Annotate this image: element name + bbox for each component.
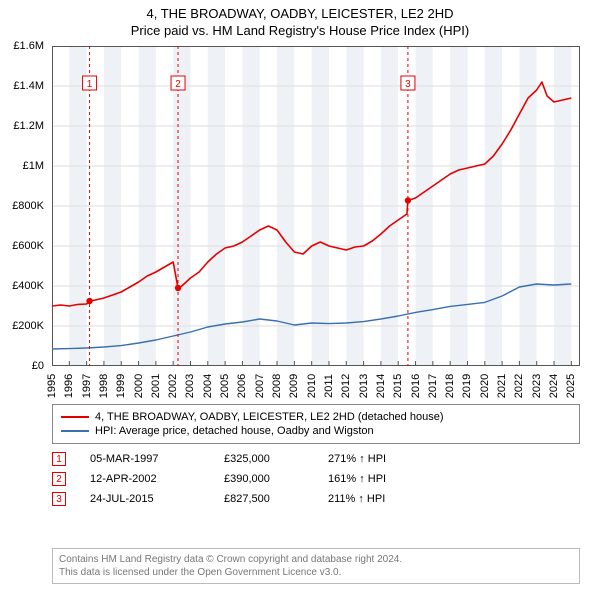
event-row: 1 05-MAR-1997 £325,000 271% ↑ HPI xyxy=(52,452,580,466)
y-tick-label: £1.4M xyxy=(13,80,44,92)
x-tick-label: 2002 xyxy=(167,374,179,398)
x-tick-label: 2013 xyxy=(358,374,370,398)
sale-events: 1 05-MAR-1997 £325,000 271% ↑ HPI 2 12-APR-20… xyxy=(52,446,580,512)
x-tick-label: 2004 xyxy=(202,374,214,398)
event-delta: 271% ↑ HPI xyxy=(328,453,386,465)
legend-label-property: 4, THE BROADWAY, OADBY, LEICESTER, LE2 2… xyxy=(95,411,443,423)
x-tick-label: 1998 xyxy=(98,374,110,398)
x-tick-label: 2003 xyxy=(184,374,196,398)
x-tick-label: 2009 xyxy=(288,374,300,398)
event-price: £390,000 xyxy=(224,473,304,485)
y-tick-label: £200K xyxy=(12,320,44,332)
title-subtitle: Price paid vs. HM Land Registry's House … xyxy=(0,23,600,38)
y-tick-label: £400K xyxy=(12,280,44,292)
x-tick-label: 2010 xyxy=(306,374,318,398)
footnote-line2: This data is licensed under the Open Gov… xyxy=(59,566,573,579)
legend-swatch-hpi xyxy=(61,430,89,432)
y-tick-label: £1.2M xyxy=(13,120,44,132)
chart-plot: 1 2 3 xyxy=(52,46,580,366)
x-tick-label: 2025 xyxy=(565,374,577,398)
x-tick-label: 1999 xyxy=(115,374,127,398)
x-tick-label: 2006 xyxy=(236,374,248,398)
x-tick-label: 2021 xyxy=(496,374,508,398)
x-tick-label: 2017 xyxy=(427,374,439,398)
x-tick-label: 2015 xyxy=(392,374,404,398)
x-tick-label: 2018 xyxy=(444,374,456,398)
x-tick-label: 2008 xyxy=(271,374,283,398)
title-block: 4, THE BROADWAY, OADBY, LEICESTER, LE2 2… xyxy=(0,0,600,38)
legend-swatch-property xyxy=(61,416,89,418)
svg-text:2: 2 xyxy=(175,79,181,90)
event-marker: 1 xyxy=(52,452,66,466)
x-tick-label: 1997 xyxy=(81,374,93,398)
y-tick-label: £0 xyxy=(32,360,44,372)
x-tick-label: 2022 xyxy=(513,374,525,398)
x-tick-label: 2011 xyxy=(323,374,335,398)
x-tick-label: 2020 xyxy=(479,374,491,398)
event-delta: 161% ↑ HPI xyxy=(328,473,386,485)
x-tick-label: 2001 xyxy=(150,374,162,398)
title-address: 4, THE BROADWAY, OADBY, LEICESTER, LE2 2… xyxy=(0,6,600,21)
x-tick-label: 2012 xyxy=(340,374,352,398)
event-date: 05-MAR-1997 xyxy=(90,453,200,465)
event-date: 24-JUL-2015 xyxy=(90,493,200,505)
event-marker: 3 xyxy=(52,492,66,506)
event-row: 2 12-APR-2002 £390,000 161% ↑ HPI xyxy=(52,472,580,486)
footnote-line1: Contains HM Land Registry data © Crown c… xyxy=(59,553,573,566)
y-axis: £0£200K£400K£600K£800K£1M£1.2M£1.4M£1.6M xyxy=(0,46,48,366)
x-tick-label: 2016 xyxy=(410,374,422,398)
event-date: 12-APR-2002 xyxy=(90,473,200,485)
x-tick-label: 1995 xyxy=(46,374,58,398)
event-price: £827,500 xyxy=(224,493,304,505)
svg-text:1: 1 xyxy=(87,79,93,90)
svg-text:3: 3 xyxy=(405,79,411,90)
x-tick-label: 2019 xyxy=(461,374,473,398)
chart-container: 4, THE BROADWAY, OADBY, LEICESTER, LE2 2… xyxy=(0,0,600,590)
y-tick-label: £1M xyxy=(23,160,44,172)
x-tick-label: 2005 xyxy=(219,374,231,398)
x-tick-label: 2000 xyxy=(133,374,145,398)
footnote: Contains HM Land Registry data © Crown c… xyxy=(52,548,580,584)
y-tick-label: £1.6M xyxy=(13,40,44,52)
x-tick-label: 2007 xyxy=(254,374,266,398)
event-delta: 211% ↑ HPI xyxy=(328,493,385,505)
y-tick-label: £600K xyxy=(12,240,44,252)
x-tick-label: 1996 xyxy=(63,374,75,398)
x-tick-label: 2014 xyxy=(375,374,387,398)
x-tick-label: 2024 xyxy=(548,374,560,398)
x-tick-label: 2023 xyxy=(531,374,543,398)
legend-row-hpi: HPI: Average price, detached house, Oadb… xyxy=(61,425,571,437)
legend-row-property: 4, THE BROADWAY, OADBY, LEICESTER, LE2 2… xyxy=(61,411,571,423)
event-price: £325,000 xyxy=(224,453,304,465)
legend: 4, THE BROADWAY, OADBY, LEICESTER, LE2 2… xyxy=(52,404,580,444)
event-marker: 2 xyxy=(52,472,66,486)
y-tick-label: £800K xyxy=(12,200,44,212)
x-axis: 1995199619971998199920002001200220032004… xyxy=(52,368,580,402)
chart-svg: 1 2 3 xyxy=(52,46,580,366)
event-row: 3 24-JUL-2015 £827,500 211% ↑ HPI xyxy=(52,492,580,506)
legend-label-hpi: HPI: Average price, detached house, Oadb… xyxy=(95,425,374,437)
